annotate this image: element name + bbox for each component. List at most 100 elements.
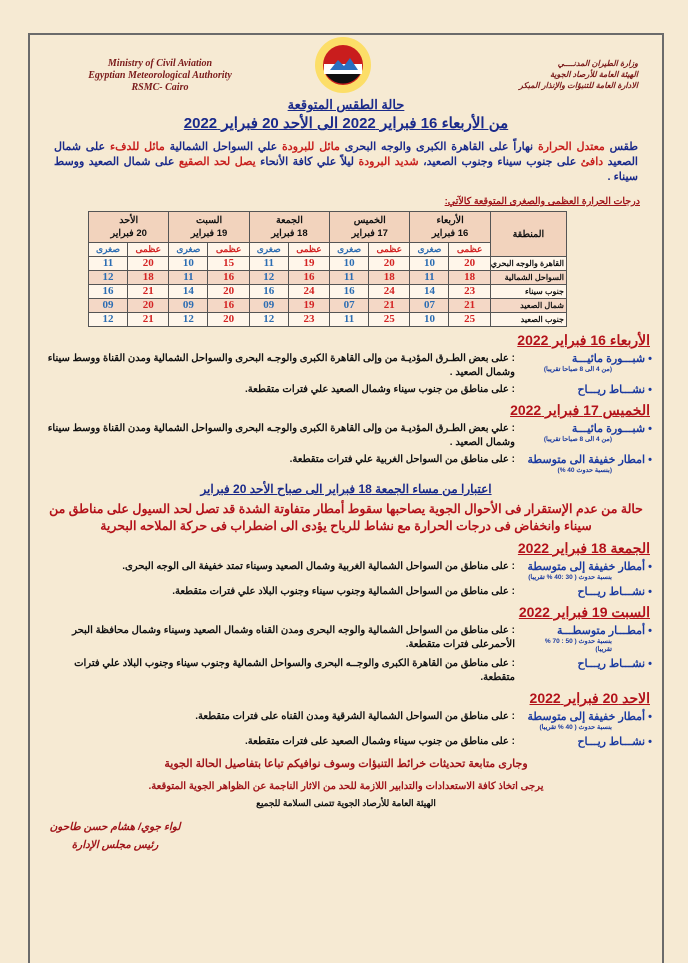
min-label: صغرى xyxy=(168,242,209,257)
max-temp: 20 xyxy=(127,256,170,271)
en-line: Ministry of Civil Aviation xyxy=(107,58,213,69)
phenomenon-label: أمطار خفيفة إلى متوسطة xyxy=(527,561,646,573)
min-temp: 12 xyxy=(87,270,129,285)
warning-item: • نشـــاط ريـــاح : على مناطق من جنوب سي… xyxy=(40,735,652,749)
day-date: 18 فبراير xyxy=(271,228,308,239)
warning-description: : على مناطق من جنوب سيناء وشمال الصعيد ع… xyxy=(245,736,515,747)
warning-description: : على مناطق من السواحل الغربية علي فترات… xyxy=(289,454,515,465)
text: طقس xyxy=(604,141,638,153)
day-header: الأحد 20 فبراير xyxy=(87,211,170,243)
highlight: مائل للبرودة xyxy=(282,141,340,153)
text: ليلاً علي كافة الأنحاء xyxy=(255,156,359,168)
day-header: السبت 19 فبراير xyxy=(168,211,250,243)
signature: لواء جوي/ هشام حسن طاحون رئيس مجلس الإدا… xyxy=(40,818,190,854)
warning-item: • نشـــاط ريـــاح : على مناطق من جنوب سي… xyxy=(40,383,652,397)
phenomenon: • نشـــاط ريـــاح xyxy=(577,736,652,748)
min-temp: 12 xyxy=(248,312,289,327)
day-date: 20 فبراير xyxy=(110,228,147,239)
min-temp: 16 xyxy=(248,284,289,299)
phenomenon-label: أمطـــار متوسطـــة xyxy=(557,625,646,637)
max-label: عظمى xyxy=(448,242,491,257)
min-temp: 14 xyxy=(168,284,209,299)
max-temp: 23 xyxy=(287,312,331,327)
phenomenon: • نشـــاط ريـــاح xyxy=(577,658,652,670)
max-temp: 20 xyxy=(127,298,170,313)
min-label: صغرى xyxy=(409,242,450,257)
phenomenon-label: شبـــورة مائيـــة xyxy=(571,423,646,435)
phenomenon-label: نشـــاط ريـــاح xyxy=(577,736,646,748)
max-temp: 16 xyxy=(287,270,331,285)
phenomenon: • شبـــورة مائيـــة (من 4 الى 8 صباحا تقر… xyxy=(527,352,652,380)
min-temp: 09 xyxy=(168,298,209,313)
ar-line: الادارة العامة للتنبؤات والإنذار المبكر xyxy=(519,81,638,90)
page-title: حالة الطقس المتوقعة xyxy=(287,97,405,112)
footer-line-2: يرجى اتخاذ كافة الاستعدادات والتدابير ال… xyxy=(148,781,544,792)
warning-item: • شبـــورة مائيـــة (من 4 الى 8 صباحا تقر… xyxy=(40,352,652,380)
max-temp: 19 xyxy=(287,298,331,313)
max-temp: 20 xyxy=(207,312,250,327)
day-heading: الأربعاء 16 فبراير 2022 xyxy=(517,332,650,348)
day-date: 19 فبراير xyxy=(190,228,228,239)
region-cell: القاهرة والوجه البحري xyxy=(489,256,568,271)
min-label: صغرى xyxy=(87,242,129,257)
warning-description: : علي بعض الطـرق المؤديـة من وإلى القاهر… xyxy=(47,423,515,448)
header-ar: وزارة الطيران المدنــــي الهيئة العامة ل… xyxy=(438,58,638,91)
min-temp: 12 xyxy=(248,270,289,285)
max-label: عظمى xyxy=(368,242,411,257)
table-row: جنوب الصعيد 25 10 25 11 23 12 20 12 21 12 xyxy=(87,312,568,327)
min-temp: 12 xyxy=(168,312,209,327)
text: نهاراً على القاهرة الكبرى والوجه البحرى xyxy=(339,141,538,153)
warning-item: • نشـــاط ريـــاح : على مناطق من السواحل… xyxy=(40,585,652,599)
day-name: الخميس xyxy=(353,215,386,226)
warning-item: • شبـــورة مائيـــة (من 4 الى 8 صباحا تقر… xyxy=(40,422,652,450)
day-header: الخميس 17 فبراير xyxy=(329,211,411,243)
min-temp: 11 xyxy=(329,270,370,285)
warning-item: • أمطار خفيفة إلى متوسطة بنسبة حدوث ( 30 … xyxy=(40,560,652,582)
min-temp: 10 xyxy=(168,256,209,271)
document-body: حالة الطقس المتوقعة من الأربعاء 16 فبراي… xyxy=(40,96,652,854)
max-temp: 21 xyxy=(127,284,170,299)
text: على شمال الصعيد ووسط سيناء . xyxy=(54,156,638,183)
text: على جنوب سيناء وجنوب الصعيد، xyxy=(418,156,581,168)
phenomenon-label: شبـــورة مائيـــة xyxy=(571,353,646,365)
warning-description: : على مناطق من السواحل الشمالية والوجه ا… xyxy=(72,625,515,650)
phenomenon-label: امطار خفيفة الى متوسطة xyxy=(527,454,646,466)
min-temp: 07 xyxy=(409,298,450,313)
warning-item: • أمطار خفيفة إلى متوسطة بنسبة حدوث ( 40 … xyxy=(40,710,652,732)
highlight: يصل لحد الصقيع xyxy=(178,156,256,168)
min-label: صغرى xyxy=(329,242,370,257)
table-row: السواحل الشمالية 18 11 18 11 16 12 16 11 18 12 xyxy=(87,270,568,285)
summary-paragraph: طقس معتدل الحرارة نهاراً على القاهرة الك… xyxy=(54,140,638,185)
highlight: دافئ xyxy=(580,156,604,168)
phenomenon-label: نشـــاط ريـــاح xyxy=(577,658,646,670)
min-temp: 11 xyxy=(87,256,129,271)
footer-line-1: وجارى متابعة تحديثات خرائط التنبؤات وسوف… xyxy=(164,758,528,770)
ema-logo xyxy=(315,37,371,93)
en-line: RSMC- Cairo xyxy=(131,82,189,93)
max-label: عظمى xyxy=(287,242,331,257)
phenomenon: • أمطـــار متوسطـــة بنسبة حدوث ( 50 : 70… xyxy=(527,624,652,654)
phenomenon: • امطار خفيفة الى متوسطة (بنسبة حدوث 40 %… xyxy=(527,454,652,474)
min-temp: 09 xyxy=(87,298,129,313)
alert-paragraph: حالة من عدم الإستقرار فى الأحوال الجوية … xyxy=(49,502,643,533)
region-cell: جنوب سيناء xyxy=(489,284,568,299)
max-temp: 15 xyxy=(207,256,250,271)
max-label: عظمى xyxy=(207,242,250,257)
max-temp: 18 xyxy=(368,270,411,285)
max-temp: 21 xyxy=(127,312,170,327)
ar-line: الهيئة العامة للأرصاد الجوية xyxy=(549,70,638,79)
phenomenon: • أمطار خفيفة إلى متوسطة بنسبة حدوث ( 30 … xyxy=(527,561,652,581)
day-heading: الجمعة 18 فبراير 2022 xyxy=(517,540,650,556)
max-temp: 20 xyxy=(448,256,491,271)
min-temp: 11 xyxy=(168,270,209,285)
table-caption: درجات الحرارة العظمى والصغرى المتوقعة كا… xyxy=(444,196,640,207)
min-temp: 11 xyxy=(248,256,289,271)
warning-description: : على بعض الطـرق المؤديـة من وإلى القاهر… xyxy=(47,353,515,378)
min-temp: 16 xyxy=(87,284,129,299)
max-temp: 20 xyxy=(207,284,250,299)
min-temp: 10 xyxy=(409,256,450,271)
forecast-sections: الأربعاء 16 فبراير 2022 • شبـــورة مائيـ… xyxy=(40,332,652,749)
highlight: مائل للدفء xyxy=(109,141,165,153)
table-row: شمال الصعيد 21 07 21 07 19 09 16 09 20 09 xyxy=(87,298,568,313)
day-heading: الاحد 20 فبراير 2022 xyxy=(529,690,650,706)
